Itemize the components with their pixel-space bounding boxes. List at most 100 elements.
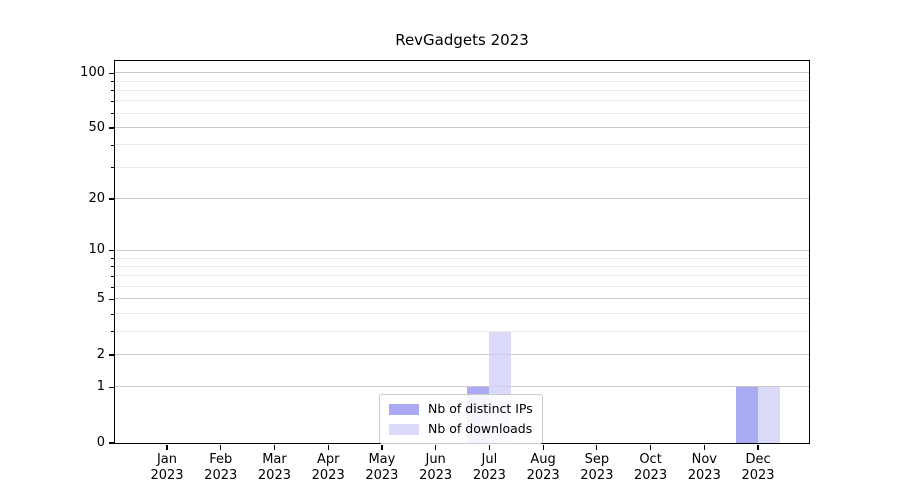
x-tick-label-mar: Mar 2023 <box>242 452 306 483</box>
x-tick-year: 2023 <box>580 467 614 483</box>
y-minor-tick-3 <box>111 331 114 333</box>
x-tick-nov <box>703 444 705 450</box>
gridline-minor-30 <box>115 166 809 168</box>
x-tick-year: 2023 <box>311 467 345 483</box>
gridline-major-10 <box>115 249 809 251</box>
bar-nb-of-downloads-dec <box>758 387 781 443</box>
y-tick-label-100: 100 <box>80 64 105 80</box>
x-tick-label-jul: Jul 2023 <box>457 452 521 483</box>
gridline-major-100 <box>115 72 809 74</box>
y-minor-tick-7 <box>111 275 114 277</box>
y-tick-label-50: 50 <box>88 119 105 135</box>
x-tick-year: 2023 <box>687 467 721 483</box>
x-tick-month: Oct <box>639 452 662 467</box>
x-tick-month: Dec <box>745 452 771 467</box>
y-tick-label-10: 10 <box>88 242 105 258</box>
x-tick-oct <box>649 444 652 450</box>
y-tick-1 <box>108 386 114 389</box>
y-tick-label-5: 5 <box>96 291 105 307</box>
x-tick-year: 2023 <box>257 467 291 483</box>
legend-swatch-nb-of-distinct-ips <box>389 403 419 415</box>
gridline-major-1 <box>115 386 809 388</box>
x-tick-label-aug: Aug 2023 <box>511 452 575 483</box>
x-tick-aug <box>542 444 544 450</box>
y-tick-5 <box>108 298 114 301</box>
x-tick-mar <box>273 444 276 450</box>
legend: Nb of distinct IPs Nb of downloads <box>379 394 543 444</box>
y-tick-100 <box>108 72 114 74</box>
y-minor-tick-60 <box>111 113 114 115</box>
y-tick-label-2: 2 <box>96 346 105 362</box>
legend-item-nb-of-distinct-ips: Nb of distinct IPs <box>389 402 533 416</box>
x-tick-month: Jul <box>481 452 498 467</box>
x-tick-month: Jan <box>156 452 178 467</box>
x-tick-label-apr: Apr 2023 <box>296 452 360 483</box>
gridline-minor-60 <box>115 112 809 114</box>
legend-label-nb-of-downloads: Nb of downloads <box>428 421 533 436</box>
x-tick-jul <box>488 444 490 450</box>
gridline-major-50 <box>115 126 809 128</box>
y-minor-tick-8 <box>111 266 114 268</box>
x-tick-year: 2023 <box>526 467 560 483</box>
y-tick-label-0: 0 <box>96 434 105 450</box>
gridline-major-5 <box>115 298 809 300</box>
x-tick-month: Aug <box>530 452 556 467</box>
gridline-minor-8 <box>115 265 809 267</box>
gridline-minor-70 <box>115 100 809 102</box>
x-tick-label-jan: Jan 2023 <box>135 452 199 483</box>
x-tick-year: 2023 <box>365 467 399 483</box>
bar-nb-of-distinct-ips-dec <box>736 387 759 443</box>
gridline-minor-9 <box>115 257 809 259</box>
y-minor-tick-9 <box>111 258 114 259</box>
x-tick-label-dec: Dec 2023 <box>726 452 790 483</box>
x-tick-year: 2023 <box>741 467 775 483</box>
x-tick-year: 2023 <box>150 467 184 483</box>
y-minor-tick-30 <box>111 167 114 169</box>
y-tick-label-1: 1 <box>96 379 105 395</box>
x-tick-month: May <box>368 452 396 467</box>
x-tick-label-may: May 2023 <box>350 452 414 483</box>
x-tick-may <box>381 444 383 450</box>
y-minor-tick-80 <box>111 90 114 92</box>
legend-item-nb-of-downloads: Nb of downloads <box>389 422 533 436</box>
gridline-minor-4 <box>115 313 809 315</box>
x-tick-sep <box>596 444 598 450</box>
gridline-minor-40 <box>115 144 809 146</box>
x-tick-apr <box>327 444 329 450</box>
gridline-minor-80 <box>115 89 809 91</box>
y-minor-tick-40 <box>111 144 114 146</box>
y-tick-label-20: 20 <box>88 190 105 206</box>
y-tick-10 <box>108 250 114 252</box>
x-tick-year: 2023 <box>472 467 506 483</box>
x-tick-month: Sep <box>584 452 610 467</box>
x-tick-month: Nov <box>691 452 717 467</box>
x-tick-label-nov: Nov 2023 <box>672 452 736 483</box>
x-tick-year: 2023 <box>634 467 668 483</box>
gridline-minor-90 <box>115 80 809 82</box>
x-tick-month: Apr <box>316 452 340 467</box>
x-tick-month: Mar <box>262 452 287 467</box>
x-tick-jun <box>435 444 437 450</box>
x-tick-feb <box>220 444 222 450</box>
gridline-minor-7 <box>115 275 809 277</box>
x-tick-dec <box>757 444 759 450</box>
x-tick-month: Feb <box>209 452 233 467</box>
y-minor-tick-90 <box>111 81 114 83</box>
x-tick-year: 2023 <box>419 467 453 483</box>
y-minor-tick-6 <box>111 286 114 288</box>
gridline-minor-6 <box>115 286 809 288</box>
legend-label-nb-of-distinct-ips: Nb of distinct IPs <box>428 401 533 416</box>
x-tick-month: Jun <box>425 452 446 467</box>
x-tick-label-jun: Jun 2023 <box>404 452 468 483</box>
x-tick-label-oct: Oct 2023 <box>619 452 683 483</box>
y-minor-tick-4 <box>111 313 114 315</box>
y-minor-tick-70 <box>111 100 114 102</box>
x-tick-year: 2023 <box>204 467 238 483</box>
x-tick-label-feb: Feb 2023 <box>189 452 253 483</box>
plot-area: Nb of distinct IPs Nb of downloads 0 1 2 5 10… <box>80 60 810 483</box>
y-tick-2 <box>108 354 114 356</box>
y-tick-0 <box>108 442 114 444</box>
y-tick-20 <box>108 198 114 200</box>
y-tick-50 <box>108 127 114 129</box>
